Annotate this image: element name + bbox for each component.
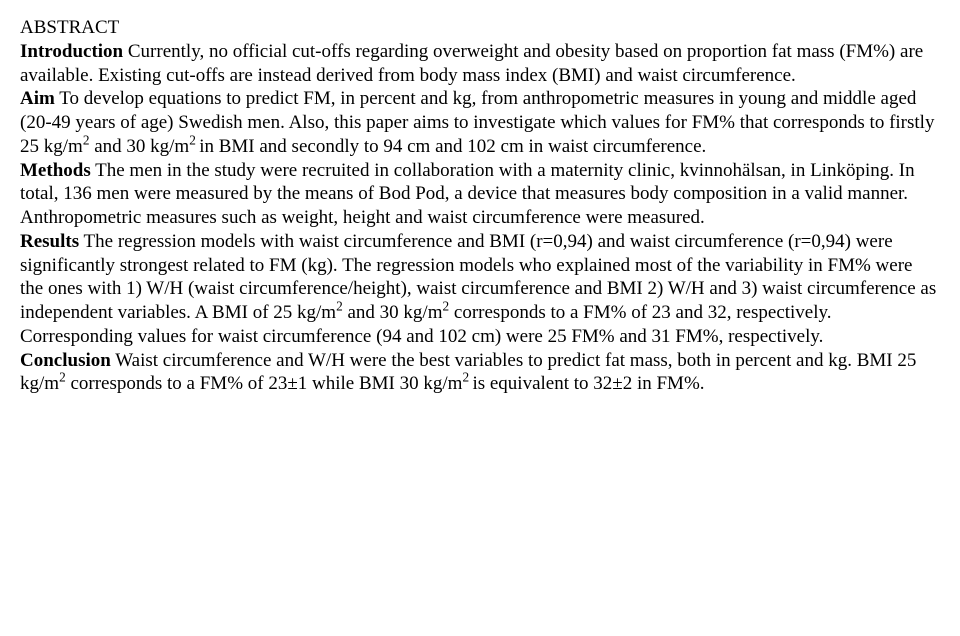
abstract-aim: Aim To develop equations to predict FM, … — [20, 87, 940, 158]
aim-label: Aim — [20, 88, 55, 109]
aim-text-c: in BMI and secondly to 94 cm and 102 cm … — [199, 136, 706, 157]
intro-text: Currently, no official cut-offs regardin… — [20, 41, 923, 86]
methods-label: Methods — [20, 160, 91, 181]
aim-text-b: and 30 kg/m — [89, 136, 189, 157]
conclusion-sup2: 2 — [462, 370, 472, 385]
results-label: Results — [20, 231, 79, 252]
conclusion-sup1: 2 — [59, 370, 66, 385]
results-text-b: and 30 kg/m — [343, 302, 443, 323]
aim-sup2: 2 — [189, 132, 199, 147]
abstract-methods: Methods The men in the study were recrui… — [20, 159, 940, 230]
methods-text: The men in the study were recruited in c… — [20, 160, 915, 229]
abstract-heading: ABSTRACT — [20, 16, 940, 40]
abstract-results: Results The regression models with waist… — [20, 230, 940, 349]
conclusion-text-b: corresponds to a FM% of 23±1 while BMI 3… — [66, 373, 463, 394]
conclusion-label: Conclusion — [20, 350, 111, 371]
abstract-conclusion: Conclusion Waist circumference and W/H w… — [20, 349, 940, 397]
results-sup1: 2 — [336, 299, 343, 314]
conclusion-text-c: is equivalent to 32±2 in FM%. — [472, 373, 704, 394]
abstract-intro: Introduction Currently, no official cut-… — [20, 40, 940, 88]
intro-label: Introduction — [20, 41, 123, 62]
